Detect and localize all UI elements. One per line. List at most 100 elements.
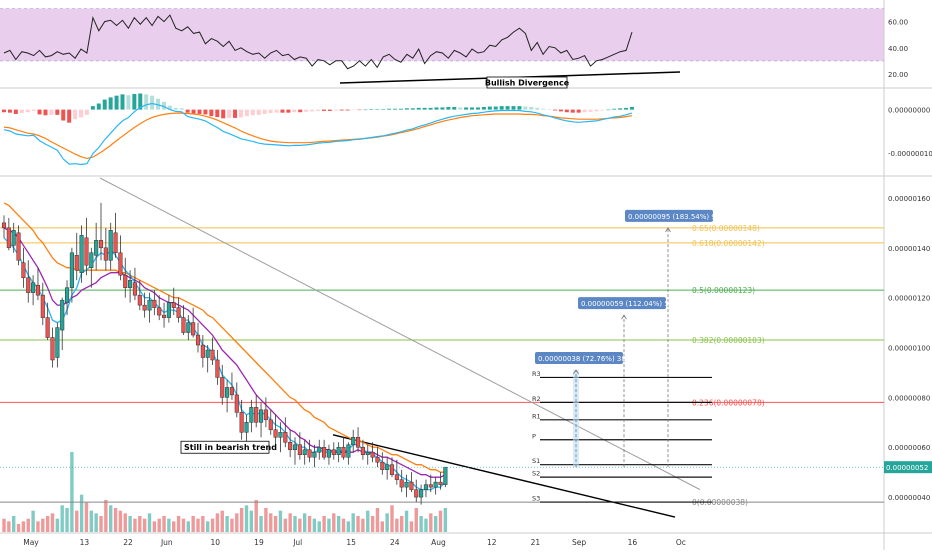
candle-body	[317, 446, 322, 453]
candle-body	[234, 394, 239, 413]
measure-label: 0.00000038 (72.76%) 38	[538, 355, 626, 363]
volume-bar	[404, 510, 409, 532]
macd-hist-bar	[191, 109, 196, 114]
candle-body	[195, 334, 201, 346]
macd-hist-bar	[37, 109, 42, 115]
annotation-label: Still in bearish trend	[184, 443, 277, 452]
candle-body	[244, 422, 249, 433]
volume-bar	[244, 505, 249, 532]
macd-hist-bar	[132, 93, 137, 110]
macd-hist-bar	[31, 109, 36, 111]
volume-bar	[346, 521, 351, 532]
candle-body	[94, 240, 99, 256]
candle-body	[176, 307, 181, 318]
volume-bar	[152, 521, 157, 532]
volume-bar	[206, 521, 210, 532]
trendline-lower	[332, 434, 676, 518]
volume-bar	[128, 516, 132, 532]
macd-hist-bar	[470, 107, 475, 110]
volume-bar	[225, 516, 229, 532]
macd-hist-bar	[13, 109, 18, 114]
macd-hist-bar	[345, 109, 350, 111]
volume-bar	[336, 516, 341, 532]
price-tick-label: 0.00000160	[888, 195, 930, 203]
volume-bar	[390, 505, 394, 532]
candle-body	[297, 444, 302, 455]
x-tick-label: 15	[346, 538, 356, 547]
macd-hist-bar	[90, 106, 95, 110]
candle-body	[74, 255, 79, 271]
macd-hist-bar	[606, 109, 611, 111]
macd-hist-bar	[321, 109, 326, 111]
candle-body	[171, 302, 176, 308]
volume-bar	[133, 518, 137, 532]
volume-bar	[2, 518, 6, 532]
candle-body	[433, 481, 438, 488]
volume-bar	[380, 521, 384, 532]
volume-bar	[167, 518, 171, 532]
volume-bar	[235, 513, 239, 532]
macd-hist-bar	[434, 107, 439, 110]
macd-hist-bar	[535, 107, 540, 110]
candle-body	[220, 377, 225, 398]
candle-body	[356, 437, 361, 448]
x-tick-label: 12	[487, 538, 497, 547]
rsi-band	[0, 8, 884, 61]
pivot-label: R3	[532, 370, 541, 378]
macd-hist-bar	[250, 109, 255, 116]
macd-hist-bar	[120, 94, 125, 110]
macd-hist-bar	[570, 109, 575, 113]
candle-body	[162, 314, 167, 318]
macd-line	[3, 102, 633, 166]
candle-body	[103, 247, 108, 261]
volume-bar	[312, 518, 317, 532]
macd-hist-bar	[238, 109, 243, 118]
volume-bar	[84, 502, 89, 532]
macd-hist-bar	[618, 108, 623, 110]
last-price-label: 0.00000052	[886, 464, 928, 472]
candle-body	[84, 237, 89, 266]
volume-bar	[220, 510, 224, 532]
volume-bar	[12, 516, 16, 532]
volume-bar	[118, 510, 123, 532]
candle-body	[292, 444, 298, 450]
measure-arrow-head	[621, 314, 627, 320]
volume-bar	[157, 518, 161, 532]
pivot-label: R1	[532, 412, 541, 420]
volume-bar	[36, 521, 40, 532]
macd-hist-bar	[268, 109, 273, 114]
last-price-box	[884, 461, 932, 474]
candle-body	[278, 432, 283, 438]
candle-body	[273, 429, 278, 438]
fib-label: 0(0.00000038)	[692, 498, 748, 507]
volume-bar	[210, 518, 215, 532]
candle-body	[142, 304, 147, 311]
macd-hist-bar	[167, 105, 172, 110]
macd-hist-bar	[286, 109, 291, 113]
volume-bar	[400, 516, 404, 532]
candle-body	[331, 449, 336, 455]
candle-body	[423, 484, 428, 490]
trendline-upper	[99, 177, 701, 491]
candle-body	[322, 446, 327, 458]
volume-bar	[303, 513, 307, 532]
candle-body	[326, 449, 331, 458]
macd-hist-bar	[150, 95, 155, 110]
volume-bar	[31, 510, 35, 532]
macd-hist-bar	[19, 109, 24, 114]
candle-body	[389, 464, 395, 475]
candle-body	[360, 446, 365, 455]
volume-bar	[322, 516, 326, 532]
macd-hist-bar	[576, 109, 581, 113]
volume-bar	[395, 518, 399, 532]
macd-hist-bar	[612, 108, 617, 110]
fib-label: 0.236(0.00000078)	[692, 398, 765, 407]
volume-bar	[94, 513, 98, 532]
macd-hist-bar	[351, 109, 356, 111]
candle-body	[414, 489, 419, 498]
macd-hist-bar	[79, 109, 84, 118]
macd-hist-bar	[173, 107, 178, 110]
pivot-label: S2	[532, 470, 540, 478]
candle-body	[254, 407, 259, 423]
macd-hist-bar	[43, 109, 48, 116]
